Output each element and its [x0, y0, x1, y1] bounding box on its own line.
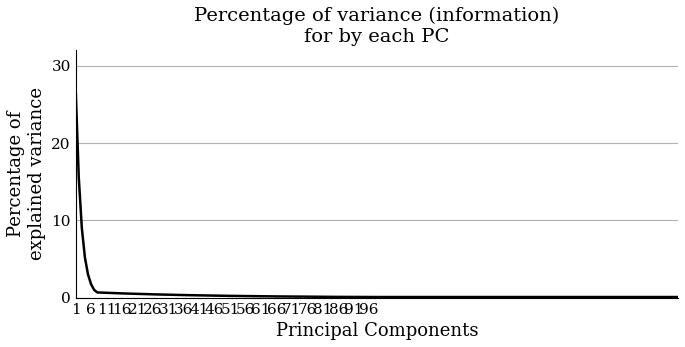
Title: Percentage of variance (information)
for by each PC: Percentage of variance (information) for… — [195, 7, 560, 46]
Y-axis label: Percentage of
explained variance: Percentage of explained variance — [7, 87, 46, 261]
X-axis label: Principal Components: Principal Components — [275, 322, 478, 340]
